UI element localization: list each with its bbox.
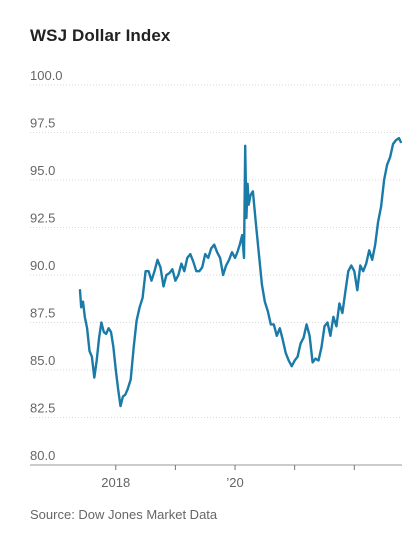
y-tick-label: 95.0 — [30, 163, 55, 178]
y-tick-label: 87.5 — [30, 306, 55, 321]
y-tick-label: 85.0 — [30, 353, 55, 368]
y-axis-ticks: 80.0 82.5 85.0 87.5 90.0 92.5 95.0 97.5 100.0 — [30, 68, 63, 463]
series-line — [78, 137, 402, 408]
x-axis-ticks: 2018 ’20 — [101, 465, 355, 490]
y-tick-label: 100.0 — [30, 68, 63, 83]
source-note: Source: Dow Jones Market Data — [30, 507, 218, 522]
y-tick-label: 92.5 — [30, 211, 55, 226]
x-tick-label: ’20 — [226, 475, 243, 490]
y-tick-label: 80.0 — [30, 448, 55, 463]
x-tick-label: 2018 — [101, 475, 130, 490]
y-tick-label: 82.5 — [30, 401, 55, 416]
y-tick-label: 97.5 — [30, 116, 55, 131]
gridlines — [30, 84, 402, 466]
chart-title: WSJ Dollar Index — [30, 26, 171, 45]
y-tick-label: 90.0 — [30, 258, 55, 273]
